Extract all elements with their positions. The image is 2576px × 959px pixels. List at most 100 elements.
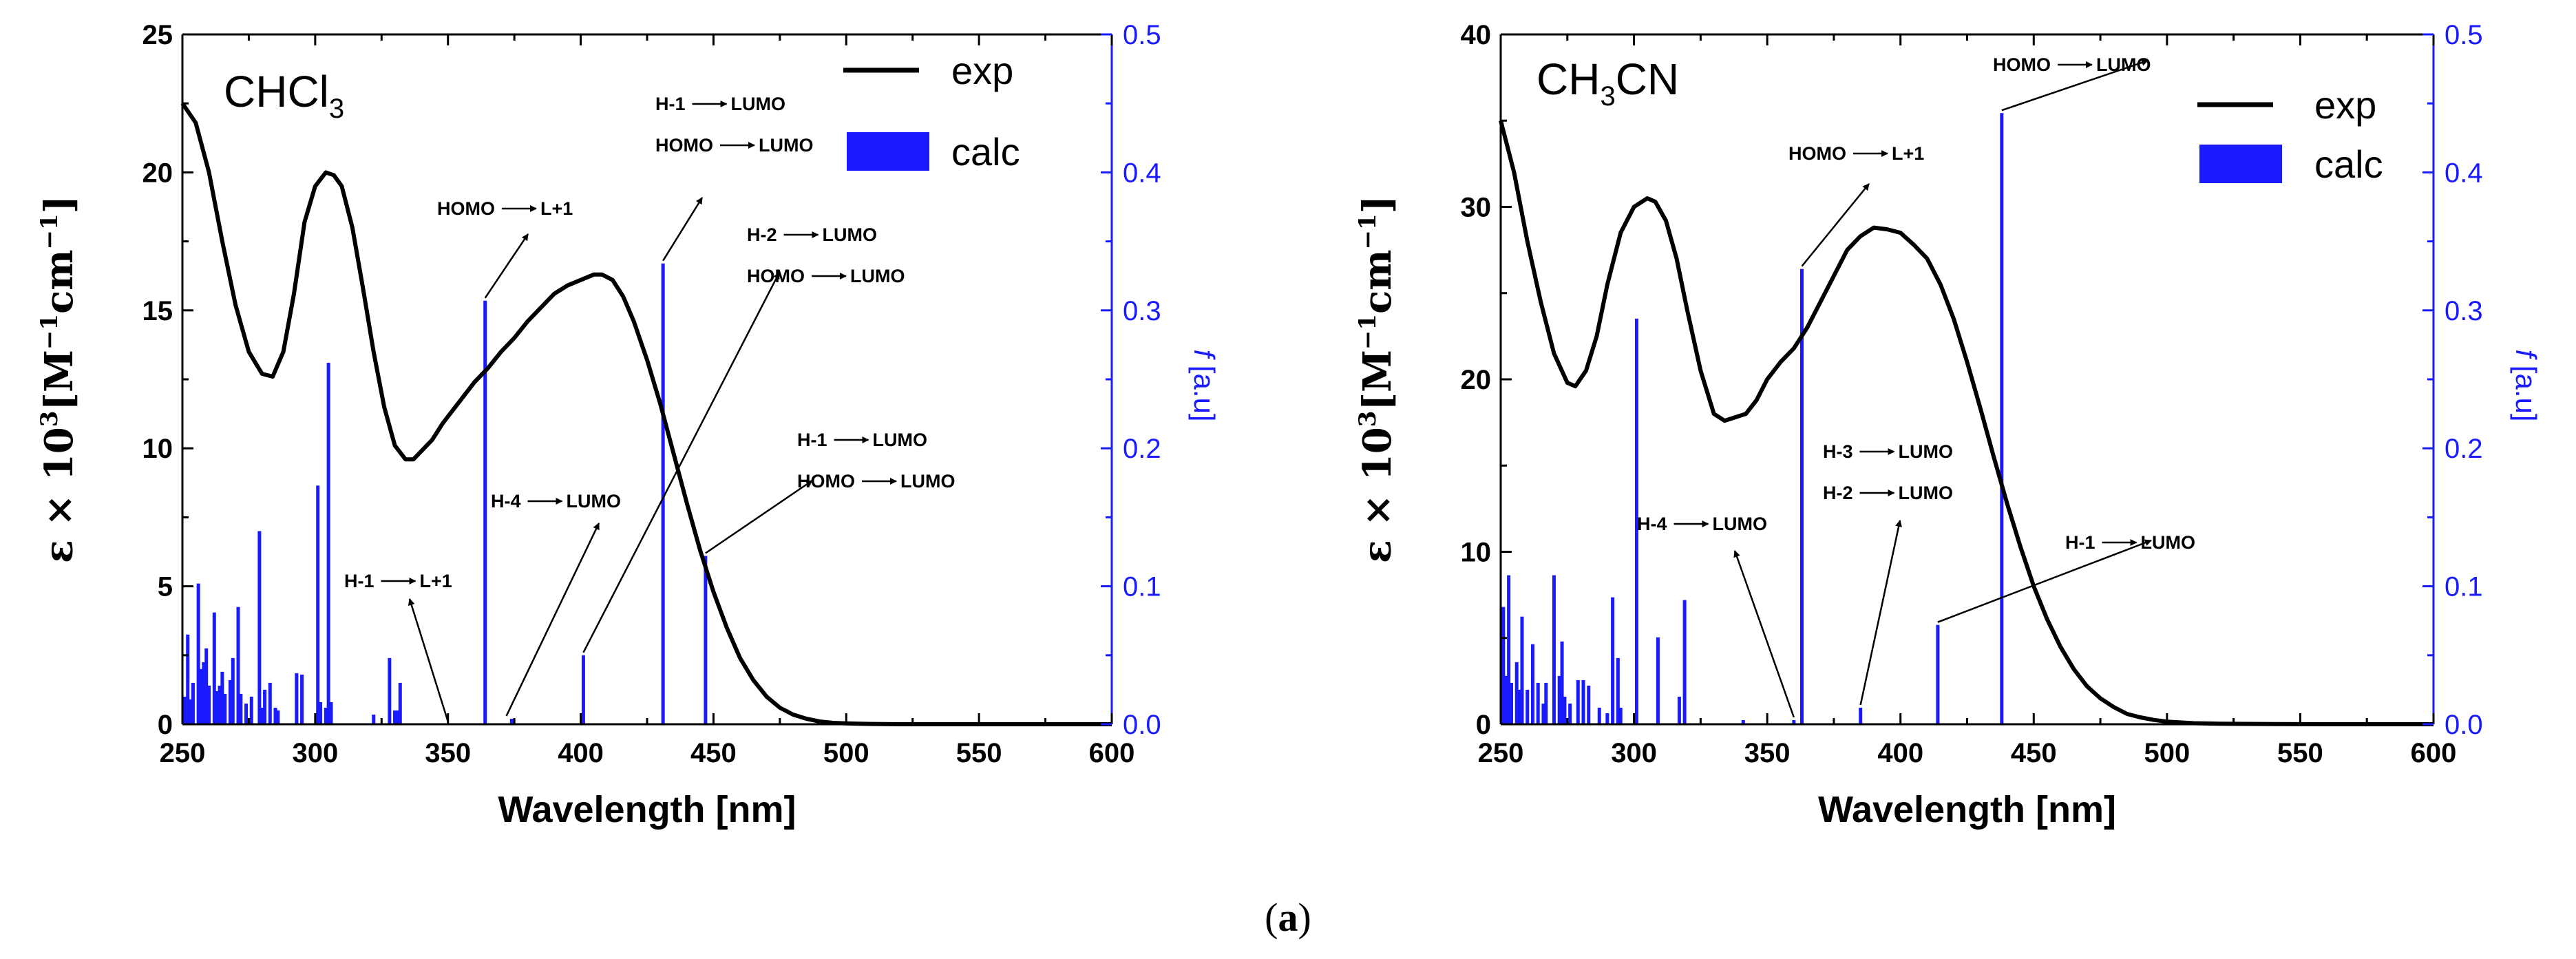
calc-bar (1587, 685, 1591, 724)
x-tick-label: 500 (2144, 738, 2190, 768)
annotation-pointer (582, 272, 781, 653)
calc-bar (398, 682, 402, 724)
transition-from: HOMO (797, 471, 855, 492)
solvent-label-part: CHCl (224, 67, 329, 116)
calc-bar (1634, 318, 1638, 725)
solvent-label: CHCl3 (224, 67, 344, 124)
calc-bar (1597, 707, 1601, 724)
y2-tick-label: 0.1 (2445, 572, 2483, 602)
y2-axis-title: f [a.u] (2510, 349, 2542, 421)
figure-caption: (a) (1265, 895, 1311, 940)
calc-bar (2000, 113, 2004, 724)
y2-axis-title-rest: [a.u] (1188, 357, 1221, 421)
calc-bar (1560, 641, 1564, 724)
calc-bar (395, 710, 399, 724)
calc-bar (1507, 575, 1511, 724)
y-tick-label: 10 (1461, 538, 1492, 568)
calc-bar (1859, 707, 1863, 724)
transition-to: LUMO (1899, 441, 1953, 462)
transition-annotation: HOMO L+1 (1788, 143, 1924, 267)
y2-tick-label: 0.2 (2445, 434, 2483, 464)
legend-calc-swatch (847, 132, 929, 171)
calc-bar (704, 556, 708, 724)
annotation-pointer (1733, 550, 1795, 718)
calc-bar (196, 583, 200, 724)
y2-tick-label: 0.5 (2445, 20, 2483, 50)
transition-to: LUMO (850, 266, 905, 286)
x-tick-label: 600 (1089, 738, 1135, 768)
transition-annotation: HOMO L+1 (437, 198, 573, 299)
solvent-label-sub: 3 (329, 94, 344, 124)
calc-bar (202, 662, 206, 724)
y2-axis-title-rest: [a.u] (2510, 357, 2542, 421)
calc-bars (1501, 113, 2004, 725)
calc-bar (1525, 689, 1530, 724)
calc-bar (1677, 696, 1681, 724)
x-tick-label: 500 (823, 738, 869, 768)
transition-from: HOMO (747, 266, 805, 286)
calc-bar (199, 668, 203, 724)
transition-annotation: H-1 LUMO (1937, 532, 2195, 623)
y-tick-label: 0 (158, 710, 173, 740)
calc-bar (257, 531, 262, 724)
transition-from: H-3 (1823, 441, 1853, 462)
calc-bar (207, 685, 211, 724)
calc-bar (1541, 703, 1545, 724)
calc-bar (1557, 675, 1561, 724)
transition-from: HOMO (437, 198, 495, 219)
solvent-label: CH3CN (1537, 54, 1679, 112)
transition-from: H-1 (797, 430, 827, 450)
legend-calc-label: calc (951, 130, 1020, 173)
calc-bar (236, 607, 240, 724)
x-tick-label: 550 (2277, 738, 2323, 768)
annotation-pointer (662, 197, 704, 262)
x-tick-label: 400 (1877, 738, 1923, 768)
calc-bar (509, 718, 514, 724)
annotation-pointer (1937, 539, 2152, 623)
transition-annotation: H-4 LUMO (491, 491, 621, 717)
y2-tick-label: 0.0 (1123, 710, 1161, 740)
y-tick-label: 20 (142, 158, 173, 188)
calc-bar (239, 693, 243, 724)
calc-bar (1682, 600, 1687, 724)
transition-to: LUMO (823, 224, 877, 245)
chart-panel-ch3cn: 250 300 350 400 450 500 550 600 0 10 20 30 40 0.0 0.1 0… (1354, 20, 2542, 830)
calc-bar (1501, 607, 1506, 724)
annotation-pointer (1859, 520, 1903, 706)
transition-to: LUMO (759, 135, 813, 156)
calc-bar (1504, 675, 1508, 724)
x-axis-title: Wavelength [nm] (1818, 789, 2116, 830)
calc-bar (1552, 575, 1556, 724)
y2-axis-title: f [a.u] (1188, 349, 1221, 421)
y2-tick-label: 0.1 (1123, 572, 1161, 602)
annotation-pointer (1801, 183, 1870, 267)
y-axis-title-part: cm (1355, 250, 1400, 314)
calc-bar (268, 682, 272, 724)
calc-bar (260, 707, 264, 724)
calc-bar (1509, 682, 1513, 724)
y2-tick-label: 0.5 (1123, 20, 1161, 50)
transition-to: LUMO (1899, 483, 1953, 503)
y-axis-title-part: −1 (36, 213, 63, 249)
y-axis-title: ε × 103[M−1cm−1] (36, 196, 82, 563)
transition-from: H-4 (491, 491, 521, 512)
transition-to: L+1 (420, 571, 452, 591)
transition-annotation: HOMO LUMO (1993, 54, 2151, 112)
calc-bar (393, 710, 397, 724)
transition-annotation: H-1 LUMO HOMO LUMO (705, 430, 955, 554)
y-axis-title: ε × 103[M−1cm−1] (1354, 196, 1400, 563)
calc-bar (1936, 624, 1940, 724)
calc-bar (1605, 713, 1609, 724)
calc-bar (189, 699, 193, 724)
annotation-pointer (408, 598, 449, 722)
x-tick-label: 350 (1744, 738, 1791, 768)
calc-bar (1581, 679, 1585, 724)
calc-bar (204, 648, 209, 724)
calc-bar (273, 707, 277, 724)
calc-bar (212, 612, 216, 724)
calc-bar (215, 691, 219, 724)
y-tick-label: 40 (1461, 20, 1492, 50)
calc-bar (183, 696, 187, 724)
x-tick-label: 250 (1478, 738, 1524, 768)
